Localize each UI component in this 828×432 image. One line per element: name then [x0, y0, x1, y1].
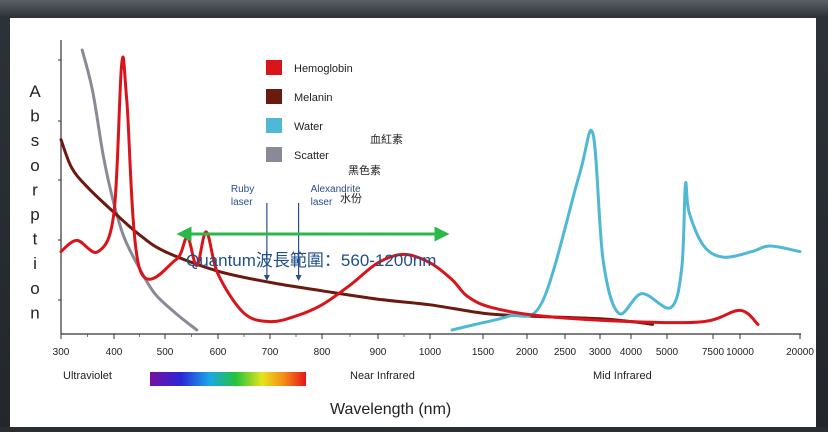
legend-swatch-scatter — [266, 147, 282, 162]
region-label-mid-infrared: Mid Infrared — [593, 370, 652, 382]
series-group — [59, 48, 802, 332]
range-label: Quantum波長範圍：560-1200nm — [186, 251, 436, 270]
x-tick-label: 1500 — [472, 347, 495, 358]
legend-label-water: Water — [294, 121, 323, 133]
x-tick-label: 700 — [262, 347, 279, 358]
x-tick-label: 500 — [157, 347, 174, 358]
x-tick-label: 2500 — [554, 347, 577, 358]
x-tick-label: 300 — [53, 347, 70, 358]
x-tick-label: 2000 — [516, 347, 539, 358]
legend-annotation-water: 水份 — [340, 192, 362, 205]
x-tick-label: 600 — [210, 347, 227, 358]
region-label-near-infrared: Near Infrared — [350, 370, 415, 382]
plot-panel — [10, 18, 816, 427]
x-tick-label: 900 — [370, 347, 387, 358]
x-tick-label: 20000 — [786, 347, 814, 358]
x-tick-label: 800 — [314, 347, 331, 358]
legend-label-scatter: Scatter — [294, 150, 329, 162]
y-axis-label-letter: p — [30, 205, 39, 224]
x-tick-label: 1000 — [419, 347, 442, 358]
legend-swatch-water — [266, 118, 282, 133]
series-line-hemoglobin — [59, 55, 760, 326]
x-axis-ticks: 300 400 500 600 700 800 900 1000 1500 2000 2500 300… — [53, 334, 814, 358]
region-label-ultraviolet: Ultraviolet — [63, 370, 112, 382]
laser-label-alexandrite-sub: laser — [311, 197, 333, 208]
legend: Hemoglobin Melanin Water Scatter — [266, 60, 353, 162]
laser-label-alexandrite: Alexandrite — [311, 184, 361, 195]
legend-swatch-hemoglobin — [266, 60, 282, 75]
legend-swatch-melanin — [266, 89, 282, 104]
y-axis-label-letter: o — [30, 279, 39, 298]
x-tick-label: 7500 — [702, 347, 725, 358]
legend-annotation-melanin: 黑色素 — [348, 163, 381, 177]
y-axis-label-letter: s — [31, 131, 40, 150]
legend-label-hemoglobin: Hemoglobin — [294, 63, 353, 75]
y-axis-label-letter: r — [32, 180, 38, 199]
x-tick-label: 400 — [106, 347, 123, 358]
legend-annotation-hemoglobin: 血紅素 — [370, 132, 403, 146]
series-line-water — [450, 128, 802, 332]
laser-label-ruby-sub: laser — [231, 197, 253, 208]
x-tick-label: 3000 — [589, 347, 612, 358]
x-tick-label: 4000 — [620, 347, 643, 358]
y-axis-ticks — [58, 59, 61, 301]
x-tick-label: 10000 — [726, 347, 754, 358]
y-axis-label-letter: o — [30, 156, 39, 175]
y-axis-label-letter: i — [33, 254, 37, 273]
y-axis-label-letter: A — [29, 82, 41, 101]
y-axis-label-letter: b — [30, 107, 39, 126]
y-axis-label-letter: n — [30, 303, 39, 322]
laser-label-ruby: Ruby — [231, 184, 254, 195]
visible-spectrum-bar — [150, 372, 306, 386]
series-line-scatter — [80, 48, 199, 332]
x-tick-label: 5000 — [656, 347, 679, 358]
x-axis-label: Wavelength (nm) — [330, 401, 451, 418]
legend-label-melanin: Melanin — [294, 92, 333, 104]
y-axis-label-letter: t — [33, 230, 38, 249]
